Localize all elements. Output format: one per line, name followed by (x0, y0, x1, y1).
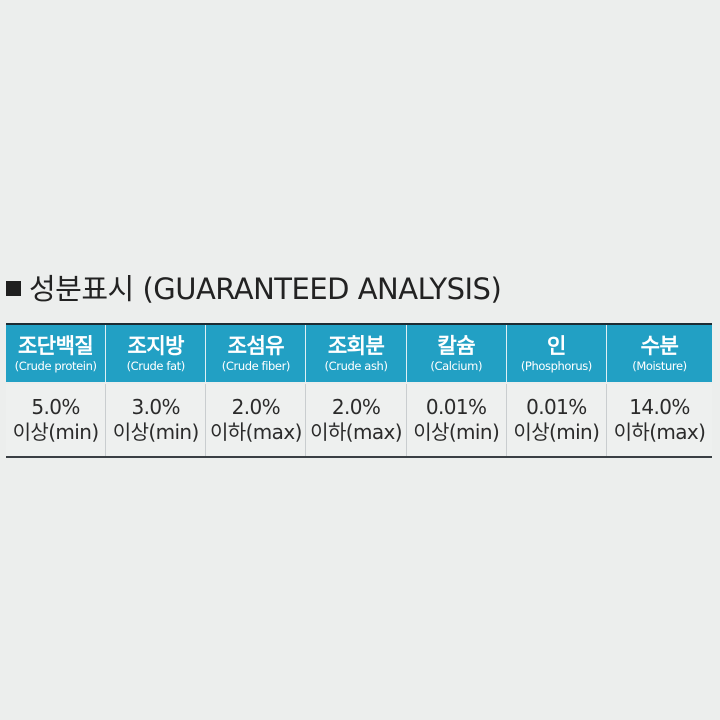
value-cell-phosphorus: 0.01% 이상(min) (507, 384, 607, 456)
value-bound: 이하(max) (310, 420, 402, 444)
header-en-label: (Crude ash) (324, 358, 388, 373)
value-amount: 2.0% (331, 395, 381, 419)
value-cell-crude-protein: 5.0% 이상(min) (6, 384, 107, 456)
header-en-label: (Crude protein) (14, 358, 97, 373)
value-cell-crude-fiber: 2.0% 이하(max) (206, 384, 307, 456)
header-en-label: (Calcium) (430, 358, 483, 373)
header-en-label: (Phosphorus) (520, 358, 592, 373)
value-bound: 이상(min) (112, 420, 200, 444)
header-row: 조단백질 (Crude protein) 조지방 (Crude fat) 조섬유… (6, 323, 713, 384)
header-ko-label: 수분 (640, 333, 679, 358)
header-ko-label: 조단백질 (17, 333, 94, 358)
value-amount: 14.0% (629, 395, 690, 419)
square-bullet-icon (6, 281, 21, 296)
title-text: 성분표시 (GUARANTEED ANALYSIS) (29, 272, 502, 306)
header-cell-crude-fiber: 조섬유 (Crude fiber) (206, 325, 307, 382)
value-amount: 0.01% (425, 395, 487, 419)
value-cell-moisture: 14.0% 이하(max) (607, 384, 712, 456)
value-bound: 이하(max) (210, 420, 302, 444)
value-bound: 이상(min) (12, 420, 100, 444)
header-cell-calcium: 칼슘 (Calcium) (406, 325, 507, 382)
header-cell-crude-ash: 조회분 (Crude ash) (306, 325, 407, 382)
header-cell-phosphorus: 인 (Phosphorus) (506, 325, 607, 382)
guaranteed-analysis-table: 조단백질 (Crude protein) 조지방 (Crude fat) 조섬유… (6, 323, 713, 458)
value-bound: 이하(max) (613, 420, 706, 444)
value-amount: 3.0% (131, 395, 181, 419)
header-ko-label: 칼슘 (437, 333, 476, 358)
header-ko-label: 조회분 (327, 333, 385, 358)
section-title: 성분표시 (GUARANTEED ANALYSIS) (6, 266, 502, 308)
value-bound: 이상(min) (413, 420, 500, 444)
value-amount: 2.0% (231, 395, 281, 419)
header-ko-label: 인 (546, 333, 566, 358)
header-cell-crude-protein: 조단백질 (Crude protein) (6, 325, 107, 382)
header-en-label: (Moisture) (632, 358, 687, 373)
header-cell-crude-fat: 조지방 (Crude fat) (106, 325, 207, 382)
header-en-label: (Crude fiber) (221, 358, 291, 373)
value-cell-crude-fat: 3.0% 이상(min) (106, 384, 207, 456)
value-row: 5.0% 이상(min) 3.0% 이상(min) 2.0% 이하(max) 2… (6, 384, 712, 458)
value-bound: 이상(min) (513, 420, 600, 444)
header-ko-label: 조지방 (127, 333, 185, 358)
value-amount: 5.0% (31, 395, 80, 419)
header-en-label: (Crude fat) (126, 358, 186, 373)
header-cell-moisture: 수분 (Moisture) (606, 325, 713, 382)
header-ko-label: 조섬유 (227, 333, 285, 358)
value-amount: 0.01% (526, 395, 587, 419)
value-cell-calcium: 0.01% 이상(min) (407, 384, 507, 456)
value-cell-crude-ash: 2.0% 이하(max) (306, 384, 407, 456)
